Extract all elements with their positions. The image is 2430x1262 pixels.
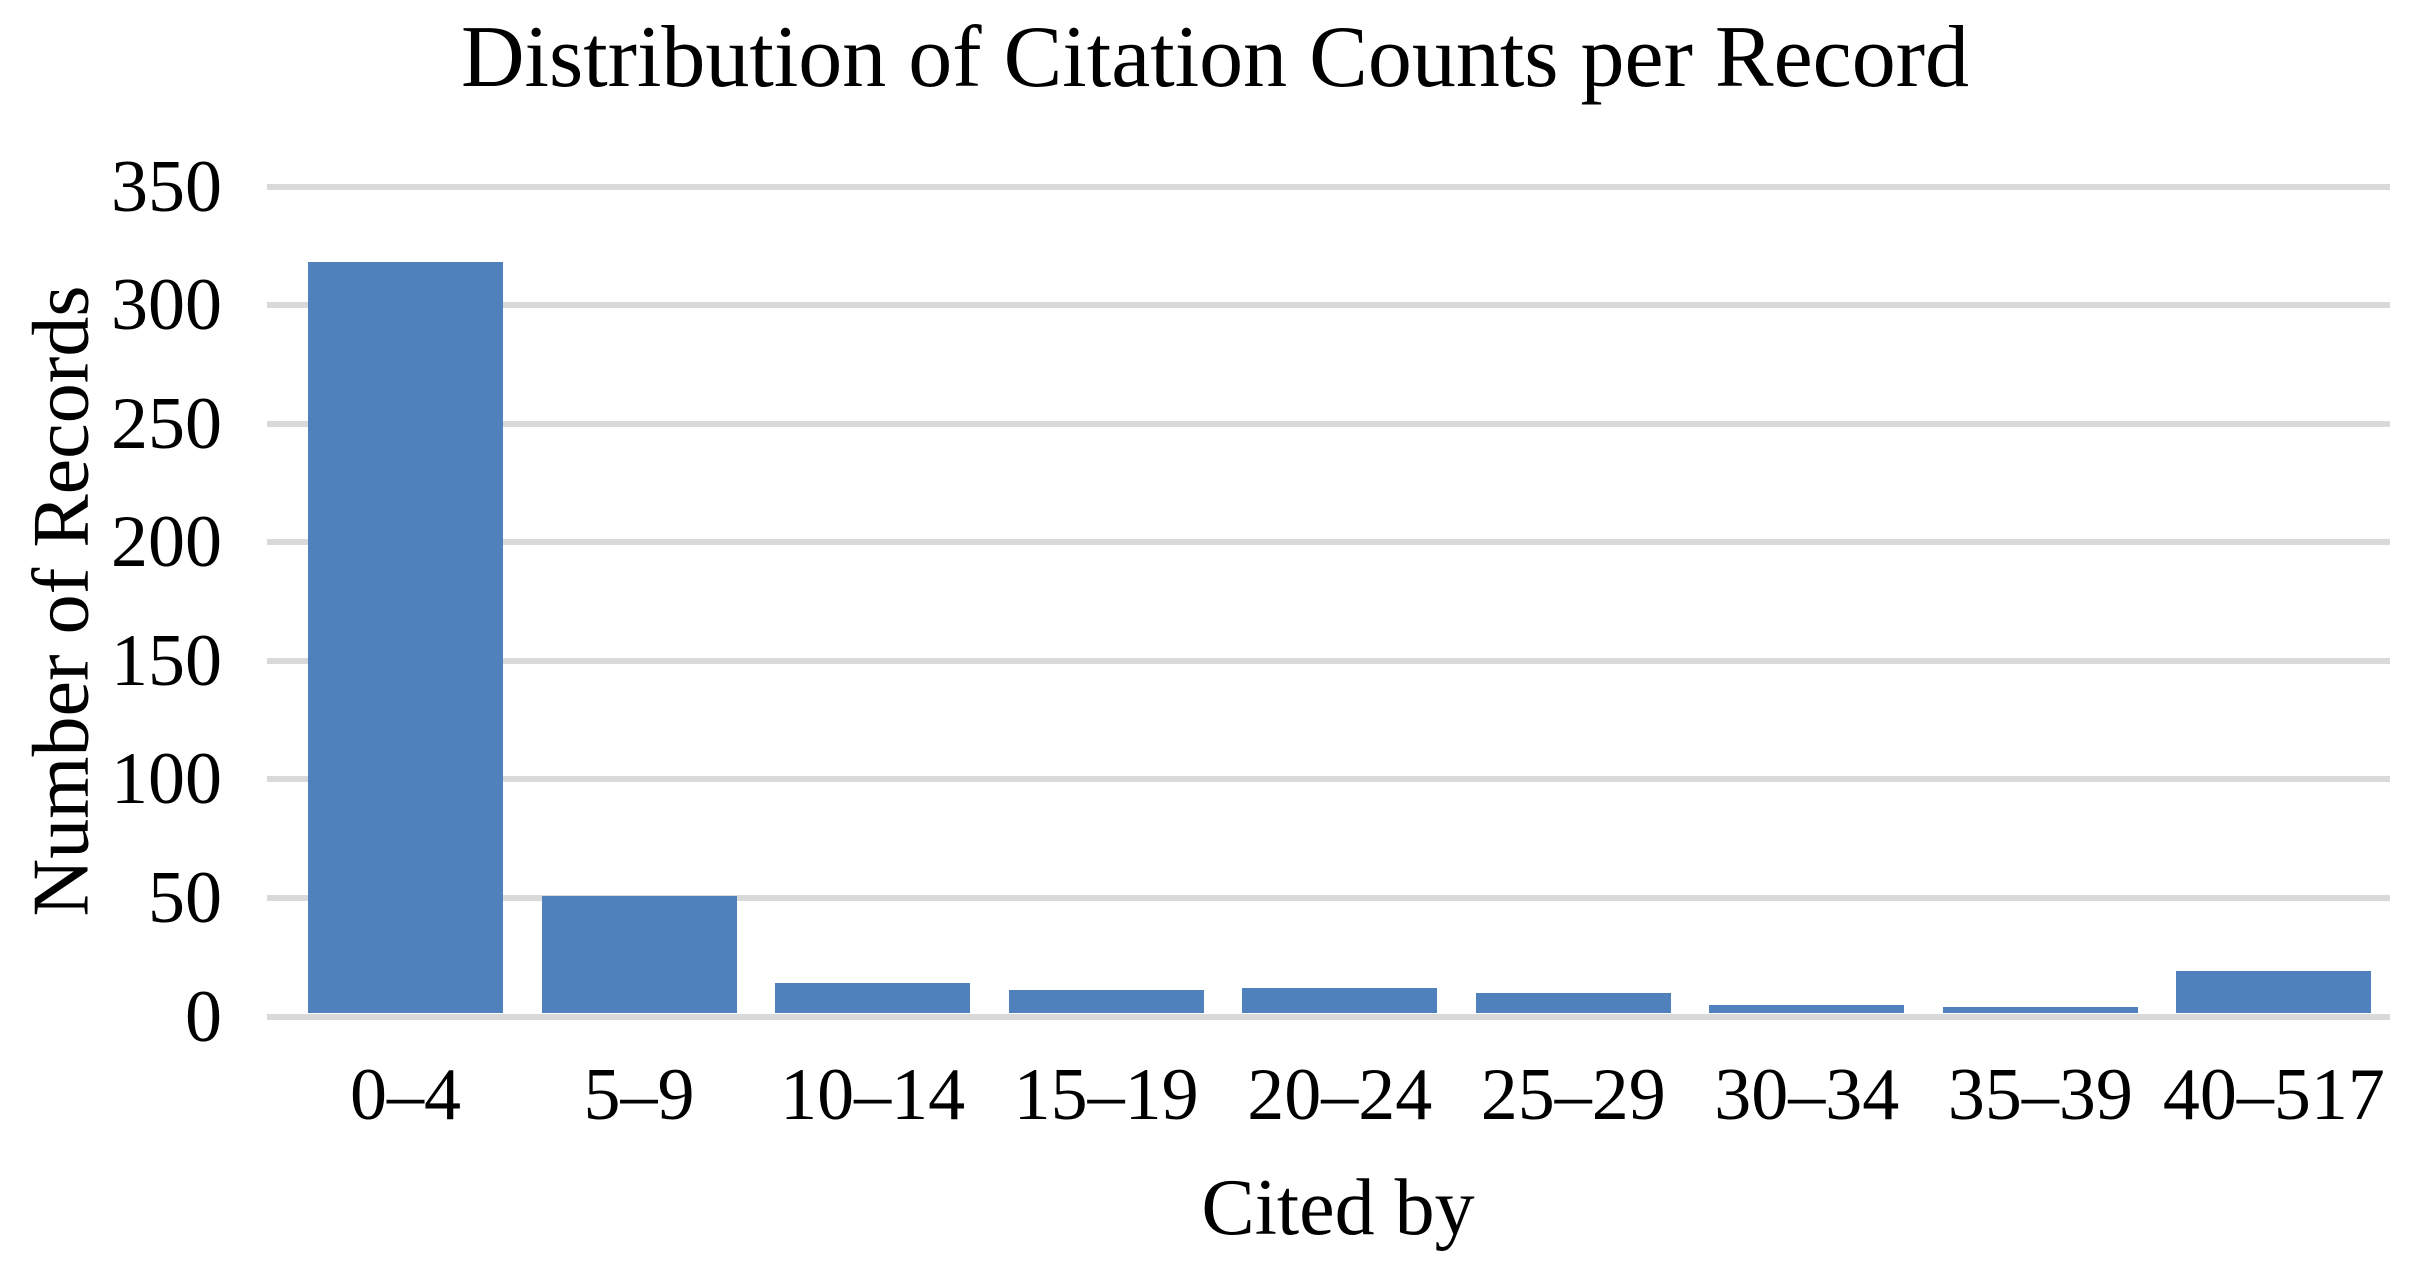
bar-15–19 — [1008, 990, 1204, 1014]
y-tick-label-0: 0 — [185, 975, 222, 1058]
x-tick-label-40–517: 40–517 — [2162, 1054, 2385, 1136]
gridline-300 — [267, 302, 2390, 309]
bar-35–39 — [1942, 1007, 2138, 1014]
y-tick-label-250: 250 — [111, 382, 222, 465]
x-tick-label-5–9: 5–9 — [583, 1054, 695, 1136]
bar-5–9 — [541, 895, 737, 1014]
gridline-200 — [267, 539, 2390, 546]
gridline-150 — [267, 657, 2390, 664]
x-tick-label-15–19: 15–19 — [1013, 1054, 1199, 1136]
y-axis-title: Number of Records — [17, 285, 106, 917]
x-tick-label-0–4: 0–4 — [350, 1054, 461, 1136]
x-tick-label-25–29: 25–29 — [1480, 1054, 1666, 1136]
y-tick-label-50: 50 — [148, 856, 222, 939]
gridline-100 — [267, 776, 2390, 783]
gridline-250 — [267, 420, 2390, 427]
chart-title: Distribution of Citation Counts per Reco… — [460, 9, 1970, 106]
y-tick-label-100: 100 — [111, 738, 222, 821]
gridline-0 — [267, 1013, 2390, 1020]
x-axis-title: Cited by — [1201, 1164, 1475, 1252]
bar-25–29 — [1475, 992, 1671, 1014]
gridline-50 — [267, 894, 2390, 901]
bar-30–34 — [1709, 1004, 1905, 1014]
y-tick-label-350: 350 — [111, 145, 222, 228]
y-tick-label-150: 150 — [111, 619, 222, 702]
x-tick-label-30–34: 30–34 — [1714, 1054, 1900, 1136]
bar-40–517 — [2176, 971, 2372, 1014]
gridline-350 — [267, 183, 2390, 190]
x-tick-label-10–14: 10–14 — [780, 1054, 966, 1136]
y-tick-label-200: 200 — [111, 501, 222, 584]
x-tick-label-20–24: 20–24 — [1247, 1054, 1433, 1136]
bar-10–14 — [775, 983, 971, 1014]
y-tick-label-300: 300 — [111, 264, 222, 347]
bar-0–4 — [308, 262, 503, 1014]
bar-20–24 — [1242, 988, 1438, 1014]
x-tick-label-35–39: 35–39 — [1947, 1054, 2133, 1136]
